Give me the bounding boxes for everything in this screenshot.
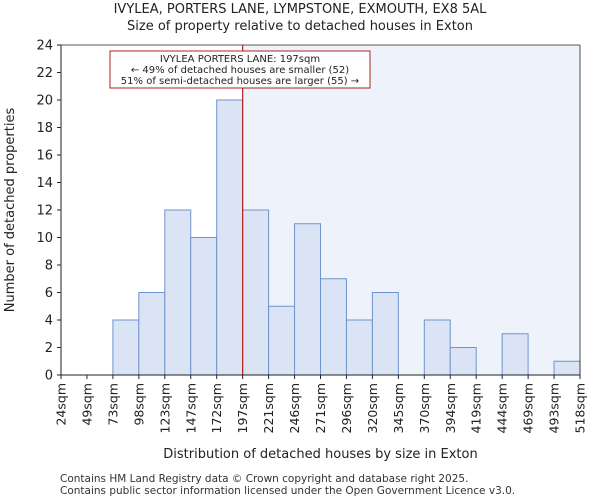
x-tick-label: 49sqm (79, 383, 94, 426)
bar (190, 237, 218, 376)
x-tick-label: 98sqm (131, 383, 146, 426)
footer-line-1: Contains HM Land Registry data © Crown c… (60, 473, 469, 485)
y-tick-label: 16 (36, 149, 53, 164)
x-tick-label: 444sqm (495, 383, 510, 433)
x-tick-label: 469sqm (521, 383, 536, 433)
y-tick-label: 18 (36, 121, 53, 136)
x-tick-label: 320sqm (365, 383, 380, 433)
y-axis-title: Number of detached properties (3, 108, 18, 313)
bar (164, 209, 192, 376)
annotation-box (109, 50, 371, 89)
bar (345, 319, 373, 376)
bar (320, 278, 347, 376)
bar (423, 319, 451, 376)
bar (449, 347, 477, 376)
x-tick-label: 246sqm (287, 383, 302, 433)
chart-title: IVYLEA, PORTERS LANE, LYMPSTONE, EXMOUTH… (113, 2, 487, 17)
chart-subtitle: Size of property relative to detached ho… (127, 19, 473, 34)
y-tick-label: 24 (36, 39, 53, 54)
bar (294, 223, 321, 376)
y-tick-label: 2 (45, 341, 53, 356)
y-tick-label: 8 (45, 259, 53, 274)
y-tick-label: 0 (45, 369, 53, 384)
x-tick-label: 518sqm (573, 383, 588, 433)
y-tick-label: 4 (45, 314, 53, 329)
x-tick-label: 197sqm (235, 383, 250, 433)
y-tick-label: 14 (36, 176, 53, 191)
x-tick-label: 123sqm (157, 383, 172, 433)
x-axis-title: Distribution of detached houses by size … (163, 447, 477, 462)
bar (501, 333, 529, 376)
x-tick-label: 221sqm (261, 383, 276, 433)
y-tick-label: 6 (45, 286, 53, 301)
bar (138, 292, 166, 376)
x-tick-label: 419sqm (469, 383, 484, 433)
annotation-line-1: IVYLEA PORTERS LANE: 197sqm (160, 54, 320, 65)
x-tick-label: 345sqm (391, 383, 406, 433)
y-tick-label: 10 (36, 231, 53, 246)
x-tick-label: 73sqm (105, 383, 120, 426)
x-tick-label: 147sqm (183, 383, 198, 433)
x-tick-label: 172sqm (209, 383, 224, 433)
x-tick-label: 296sqm (339, 383, 354, 433)
bar (553, 360, 581, 376)
bar (242, 209, 270, 376)
y-tick-label: 22 (36, 66, 53, 81)
x-tick-label: 271sqm (313, 383, 328, 433)
annotation-line-2: ← 49% of detached houses are smaller (52… (131, 65, 349, 76)
annotation-line-3: 51% of semi-detached houses are larger (… (121, 76, 359, 87)
x-tick-label: 24sqm (54, 383, 69, 426)
footer-line-2: Contains public sector information licen… (60, 485, 516, 497)
bar (216, 99, 244, 376)
x-tick-label: 493sqm (547, 383, 562, 433)
y-tick-label: 12 (36, 204, 53, 219)
x-tick-label: 370sqm (417, 383, 432, 433)
y-tick-label: 20 (36, 94, 53, 109)
bar (268, 305, 296, 376)
x-tick-label: 394sqm (443, 383, 458, 433)
bar (371, 292, 399, 376)
bar (112, 319, 140, 376)
